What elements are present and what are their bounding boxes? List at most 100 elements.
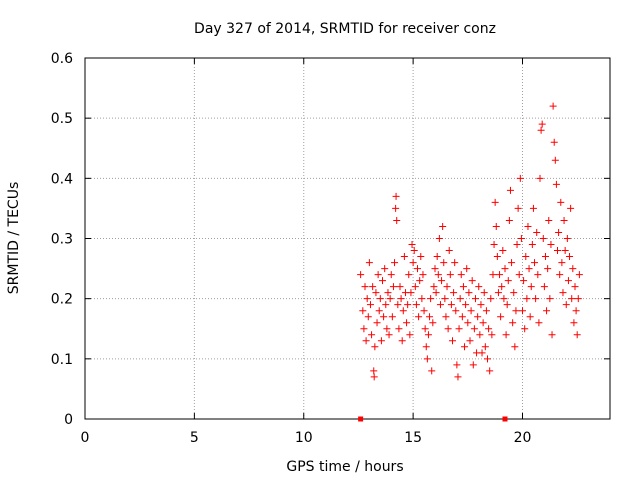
data-point	[479, 319, 487, 327]
data-point	[532, 295, 540, 303]
data-point	[391, 259, 399, 267]
data-point	[360, 325, 368, 333]
data-point	[544, 265, 552, 273]
data-point	[482, 307, 490, 315]
data-point	[567, 204, 575, 212]
data-point	[514, 204, 522, 212]
data-point	[453, 361, 461, 369]
data-point	[474, 313, 482, 321]
data-point	[430, 283, 438, 291]
data-point	[423, 355, 431, 363]
data-point	[439, 222, 447, 230]
data-point	[557, 198, 565, 206]
data-point	[538, 120, 546, 128]
data-point	[397, 295, 405, 303]
data-point	[570, 319, 578, 327]
data-point	[392, 192, 400, 200]
data-point	[520, 277, 528, 285]
data-points	[357, 102, 583, 422]
data-point	[531, 259, 539, 267]
data-point	[490, 241, 498, 249]
data-point	[393, 216, 401, 224]
data-point	[452, 307, 460, 315]
data-point	[521, 325, 529, 333]
data-point	[407, 289, 415, 297]
data-point	[403, 319, 411, 327]
data-point	[478, 349, 486, 357]
data-point	[398, 337, 406, 345]
data-point	[476, 331, 484, 339]
data-point	[440, 259, 448, 267]
data-point	[375, 307, 383, 315]
data-point	[484, 355, 491, 363]
x-tick-label: 10	[295, 430, 313, 446]
data-point	[568, 295, 576, 303]
data-point	[513, 241, 521, 249]
data-point	[465, 289, 473, 297]
data-point	[457, 271, 465, 279]
y-tick-label: 0.3	[51, 232, 73, 248]
data-point	[376, 295, 384, 303]
x-tick-label: 0	[81, 430, 90, 446]
data-point	[445, 247, 453, 255]
data-point	[500, 295, 508, 303]
data-point	[575, 271, 583, 279]
data-point	[406, 331, 414, 339]
data-point	[463, 265, 471, 273]
data-point	[510, 289, 518, 297]
y-tick-label: 0	[64, 412, 73, 428]
data-point	[506, 186, 514, 194]
data-point	[451, 259, 459, 267]
data-point	[384, 289, 392, 297]
data-point	[470, 325, 478, 333]
data-point	[571, 283, 579, 291]
data-point	[357, 271, 365, 279]
data-point	[426, 313, 434, 321]
data-point	[528, 241, 536, 249]
axis-ticks	[84, 57, 610, 420]
x-tick-labels: 0 5 10 15 20	[81, 430, 532, 446]
data-point	[522, 253, 530, 261]
data-point	[361, 283, 369, 291]
data-point	[409, 259, 417, 267]
data-point	[394, 301, 402, 309]
data-point	[373, 319, 381, 327]
data-point	[517, 235, 525, 242]
data-point	[442, 313, 450, 321]
data-point	[569, 265, 577, 273]
data-point	[508, 259, 516, 267]
data-point	[533, 228, 541, 236]
data-point	[420, 307, 428, 315]
data-point	[408, 241, 416, 249]
data-point	[512, 307, 520, 315]
data-point	[515, 271, 523, 279]
data-point	[450, 289, 458, 297]
data-point	[464, 319, 472, 327]
data-point	[550, 138, 558, 146]
y-axis-label: SRMTID / TECUs	[6, 182, 22, 295]
data-point	[519, 307, 526, 315]
data-point	[410, 247, 418, 255]
data-point	[462, 301, 470, 309]
data-point	[447, 301, 455, 309]
data-point	[429, 319, 437, 327]
data-point	[431, 265, 439, 273]
x-tick-label: 20	[514, 430, 532, 446]
data-point	[537, 126, 545, 134]
data-point	[381, 265, 389, 273]
y-tick-labels: 0 0.1 0.2 0.3 0.4 0.5 0.6	[51, 51, 73, 428]
data-point	[405, 271, 413, 279]
data-point	[503, 301, 511, 309]
data-point	[469, 361, 477, 369]
data-point	[493, 253, 501, 261]
data-point	[536, 174, 544, 182]
x-axis-label: GPS time / hours	[286, 459, 403, 475]
data-point	[421, 325, 429, 333]
data-point	[411, 283, 419, 291]
data-point	[509, 319, 517, 327]
data-point	[386, 295, 394, 303]
chart-title: Day 327 of 2014, SRMTID for receiver con…	[194, 21, 496, 37]
y-tick-label: 0.2	[51, 292, 73, 308]
data-point	[370, 367, 378, 375]
data-point	[504, 277, 512, 285]
